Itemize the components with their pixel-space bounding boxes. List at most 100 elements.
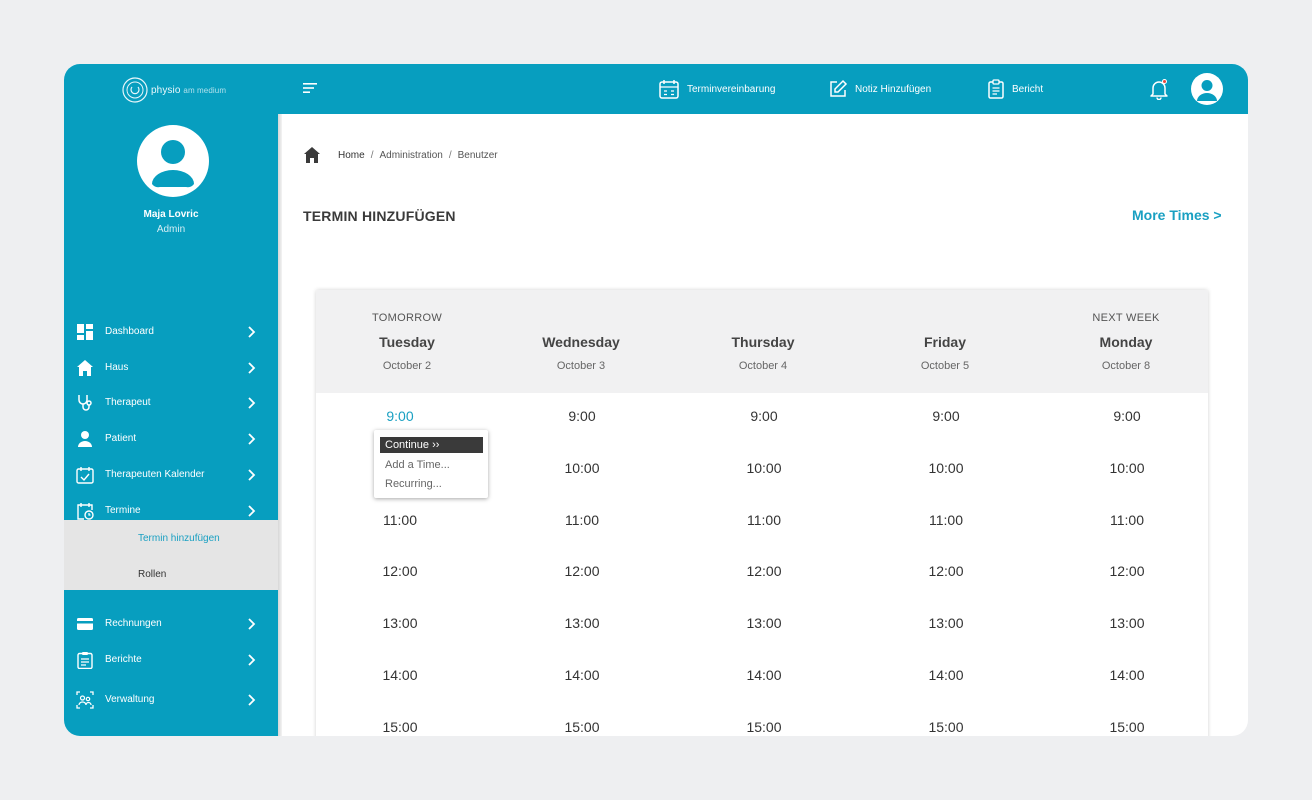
sidebar-item-verwaltung[interactable]: Verwaltung: [64, 685, 278, 715]
add-time-option[interactable]: Add a Time...: [385, 459, 450, 471]
time-slot[interactable]: 15:00: [564, 718, 600, 735]
credit-card-icon: [77, 618, 93, 630]
time-slot[interactable]: 13:00: [1109, 615, 1145, 632]
time-slot[interactable]: 9:00: [568, 408, 596, 424]
day-date: October 2: [382, 360, 432, 372]
users-admin-icon: [76, 691, 94, 709]
sidebar-item-dashboard[interactable]: Dashboard: [64, 317, 278, 347]
time-slot[interactable]: 9:00: [750, 408, 778, 424]
menu-toggle-icon[interactable]: [303, 82, 317, 94]
time-slot[interactable]: 11:00: [747, 511, 781, 528]
dashboard-icon: [77, 324, 93, 340]
time-slot[interactable]: 15:00: [928, 718, 964, 735]
clipboard-icon: [988, 79, 1004, 99]
logo-icon: [122, 77, 148, 103]
profile-avatar[interactable]: [137, 125, 209, 197]
bell-icon: [1150, 81, 1168, 101]
time-slot[interactable]: 13:00: [382, 615, 418, 632]
time-slot[interactable]: 10:00: [746, 459, 782, 476]
time-slot[interactable]: 9:00: [932, 408, 960, 424]
time-slot[interactable]: 13:00: [564, 615, 600, 632]
logo-main-text: physio: [151, 84, 181, 96]
time-slot[interactable]: 11:00: [929, 511, 963, 528]
sidebar-item-termine[interactable]: Termine: [64, 496, 278, 526]
time-slot[interactable]: 14:00: [928, 667, 964, 683]
time-slot[interactable]: 9:00: [1113, 408, 1141, 424]
time-slot[interactable]: 12:00: [746, 563, 782, 580]
home-icon[interactable]: [303, 146, 321, 164]
sidebar-item-label: Haus: [105, 362, 129, 373]
time-slot[interactable]: 12:00: [382, 563, 418, 580]
time-slot[interactable]: 9:00: [386, 408, 414, 424]
time-slot[interactable]: 11:00: [383, 511, 417, 528]
slot-action-popup: Continue ›› Add a Time... Recurring...: [374, 430, 488, 498]
time-slot[interactable]: 13:00: [928, 615, 964, 632]
house-icon: [77, 360, 93, 376]
chevron-right-icon: [248, 326, 256, 338]
sidebar-item-therapeuten-kalender[interactable]: Therapeuten Kalender: [64, 460, 278, 490]
continue-button[interactable]: Continue ››: [380, 437, 483, 453]
sidebar-item-label: Berichte: [105, 654, 142, 665]
terminvereinbarung-button[interactable]: Terminvereinbarung: [658, 78, 775, 100]
sidebar-item-berichte[interactable]: Berichte: [64, 645, 278, 675]
sidebar-item-label: Therapeut: [105, 397, 151, 408]
time-slot[interactable]: 14:00: [1109, 667, 1145, 683]
clipboard-icon: [77, 652, 93, 669]
sidebar: Maja Lovric Admin Dashboard Haus: [64, 114, 278, 736]
time-slot[interactable]: 15:00: [382, 718, 418, 735]
breadcrumb-benutzer[interactable]: Benutzer: [457, 149, 498, 161]
profile-name: Maja Lovric: [143, 209, 199, 220]
time-slot[interactable]: 12:00: [928, 563, 964, 580]
time-slot[interactable]: 10:00: [1109, 459, 1145, 476]
day-column-header: TOMORROW Tuesday October 2: [316, 290, 498, 393]
chevron-right-icon: [248, 433, 256, 445]
time-slot[interactable]: 12:00: [564, 563, 600, 580]
breadcrumb: Home / Administration / Benutzer: [303, 146, 498, 164]
sidebar-item-rechnungen[interactable]: Rechnungen: [64, 609, 278, 639]
more-times-link[interactable]: More Times >: [1132, 207, 1222, 223]
notiz-hinzufuegen-label: Notiz Hinzufügen: [855, 83, 932, 95]
time-slot[interactable]: 10:00: [928, 459, 964, 476]
breadcrumb-administration[interactable]: Administration: [379, 149, 443, 161]
profile-role: Admin: [156, 224, 186, 235]
user-avatar-icon: [1197, 80, 1217, 101]
sidebar-item-therapeut[interactable]: Therapeut: [64, 388, 278, 418]
time-slot[interactable]: 13:00: [746, 615, 782, 632]
notiz-hinzufuegen-button[interactable]: Notiz Hinzufügen: [828, 78, 931, 100]
time-slot[interactable]: 15:00: [1109, 718, 1145, 735]
time-slot[interactable]: 12:00: [1109, 563, 1145, 580]
sidebar-divider: [278, 114, 282, 736]
sidebar-item-patient[interactable]: Patient: [64, 424, 278, 454]
day-date: October 4: [738, 360, 788, 372]
chevron-right-icon: [248, 362, 256, 374]
calendar-check-icon: [76, 467, 94, 484]
submenu-item-termin-hinzufuegen[interactable]: Termin hinzufügen: [138, 533, 220, 544]
notifications-button[interactable]: [1148, 78, 1170, 101]
bericht-label: Bericht: [1012, 83, 1044, 95]
day-column-header: NEXT WEEK Monday October 8: [1035, 290, 1208, 393]
breadcrumb-home[interactable]: Home: [338, 149, 365, 161]
calendar-icon: [659, 80, 679, 99]
time-slot[interactable]: 14:00: [564, 667, 600, 683]
bericht-button[interactable]: Bericht: [987, 78, 1043, 100]
calendar-clock-icon: [77, 503, 94, 520]
time-slot[interactable]: 10:00: [564, 459, 600, 476]
termine-submenu: Termin hinzufügen Rollen: [64, 520, 278, 590]
day-name: Tuesday: [379, 334, 435, 350]
day-name: Thursday: [731, 334, 795, 350]
recurring-option[interactable]: Recurring...: [385, 478, 442, 490]
user-avatar-button[interactable]: [1191, 73, 1223, 105]
submenu-item-rollen[interactable]: Rollen: [138, 569, 167, 580]
breadcrumb-separator: /: [370, 149, 374, 161]
time-slot[interactable]: 11:00: [565, 511, 599, 528]
time-slot[interactable]: 14:00: [746, 667, 782, 683]
schedule-header: TOMORROW Tuesday October 2 Wednesday Oct…: [316, 290, 1208, 393]
sidebar-item-label: Verwaltung: [105, 694, 155, 705]
time-slot[interactable]: 11:00: [1110, 511, 1144, 528]
sidebar-item-haus[interactable]: Haus: [64, 353, 278, 383]
sidebar-item-label: Therapeuten Kalender: [105, 469, 205, 480]
time-slot[interactable]: 15:00: [746, 718, 782, 735]
app-logo[interactable]: physio am medium: [122, 77, 226, 103]
day-date: October 8: [1101, 360, 1151, 372]
time-slot[interactable]: 14:00: [382, 667, 418, 683]
